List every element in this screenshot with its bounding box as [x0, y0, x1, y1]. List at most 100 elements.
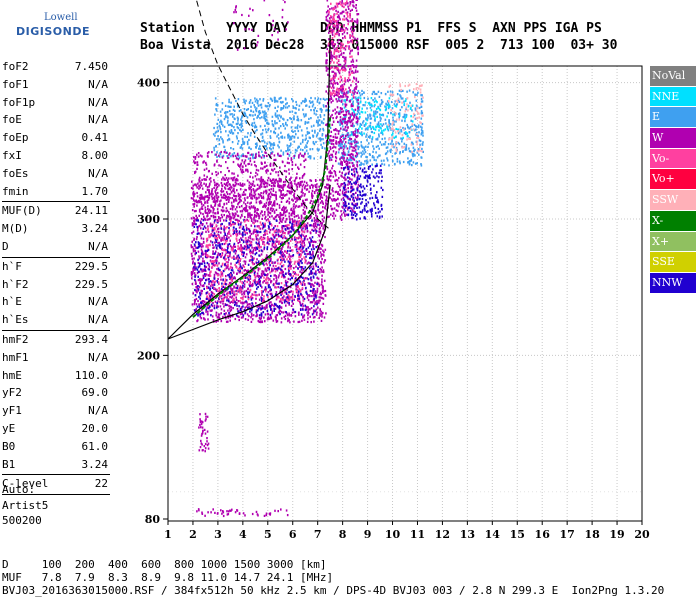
echo-point — [215, 145, 217, 148]
echo-point — [285, 224, 288, 228]
param-value: N/A — [88, 95, 108, 109]
echo-point — [275, 320, 278, 323]
echo-point — [253, 135, 256, 138]
echo-point — [262, 205, 264, 208]
echo-point — [235, 230, 238, 234]
echo-point — [314, 179, 317, 182]
echo-point — [312, 225, 315, 228]
echo-point — [207, 208, 209, 211]
echo-point — [379, 116, 381, 119]
echo-point — [404, 127, 406, 130]
echo-point — [323, 251, 325, 254]
echo-point — [368, 153, 371, 156]
echo-point — [259, 318, 261, 321]
echo-point — [377, 90, 380, 93]
echo-point — [305, 137, 307, 140]
echo-point — [416, 93, 418, 96]
echo-point — [313, 223, 315, 226]
echo-point — [411, 164, 413, 167]
echo-point — [397, 128, 400, 131]
echo-point — [275, 303, 277, 306]
echo-point — [293, 298, 295, 301]
echo-point — [405, 98, 407, 101]
echo-point — [343, 146, 346, 149]
echo-point — [318, 101, 321, 104]
echo-point — [339, 123, 341, 127]
echo-point — [414, 117, 417, 120]
echo-point — [388, 97, 391, 100]
echo-point — [240, 155, 243, 158]
echo-point — [227, 300, 230, 303]
echo-point — [311, 189, 314, 192]
echo-point — [199, 244, 201, 248]
echo-point — [301, 188, 304, 191]
echo-point — [288, 148, 291, 151]
echo-point — [314, 97, 316, 100]
echo-point — [224, 278, 227, 281]
echo-point — [310, 241, 312, 244]
echo-point — [265, 201, 268, 204]
echo-point — [337, 151, 340, 154]
header-labels: Station YYYY DAY DDD HHMMSS P1 FFS S AXN… — [140, 21, 602, 36]
echo-point — [280, 136, 282, 139]
echo-point — [345, 213, 348, 216]
echo-point — [240, 245, 242, 248]
echo-point — [319, 291, 322, 294]
echo-point — [241, 119, 243, 123]
echo-point — [238, 262, 241, 265]
echo-point — [380, 159, 383, 162]
echo-point — [285, 237, 288, 240]
echo-point — [342, 140, 344, 143]
echo-point — [309, 289, 312, 292]
echo-point — [304, 252, 306, 255]
echo-point — [258, 111, 261, 115]
echo-point — [236, 302, 238, 305]
echo-point — [237, 122, 239, 125]
echo-point — [287, 265, 290, 268]
echo-point — [237, 223, 240, 226]
echo-point — [197, 232, 199, 235]
echo-point — [411, 128, 413, 131]
echo-point — [295, 288, 298, 291]
echo-point — [202, 204, 205, 207]
echo-point — [304, 120, 307, 124]
echo-point — [202, 240, 205, 243]
echo-point — [283, 104, 285, 108]
echo-point — [197, 270, 200, 273]
echo-point — [373, 110, 375, 113]
echo-point — [231, 141, 234, 144]
param-value: 110.0 — [74, 368, 108, 382]
echo-point — [214, 153, 216, 156]
echo-point — [326, 165, 328, 168]
echo-point — [234, 184, 237, 187]
echo-point — [255, 302, 257, 305]
echo-point — [313, 108, 315, 112]
echo-point — [228, 283, 230, 286]
echo-point — [387, 102, 390, 105]
echo-point — [224, 283, 227, 286]
echo-point — [338, 186, 341, 189]
echo-point — [238, 305, 240, 308]
echo-point — [215, 240, 218, 243]
echo-point — [232, 232, 235, 236]
echo-point — [313, 157, 315, 160]
echo-point — [250, 266, 252, 269]
echo-point — [342, 120, 344, 123]
echo-point — [381, 131, 384, 134]
echo-point — [341, 146, 344, 149]
echo-point — [232, 271, 235, 274]
echo-point — [220, 213, 223, 216]
echo-point — [240, 301, 242, 304]
echo-point — [209, 222, 212, 225]
echo-point — [353, 29, 355, 32]
echo-point — [375, 125, 377, 128]
echo-point — [218, 292, 221, 295]
echo-point — [228, 251, 230, 254]
echo-point — [296, 185, 298, 188]
echo-point — [373, 131, 376, 135]
echo-point — [335, 9, 337, 12]
echo-point — [228, 223, 230, 226]
echo-point — [293, 311, 295, 314]
echo-point — [199, 198, 202, 201]
echo-point — [229, 292, 232, 295]
